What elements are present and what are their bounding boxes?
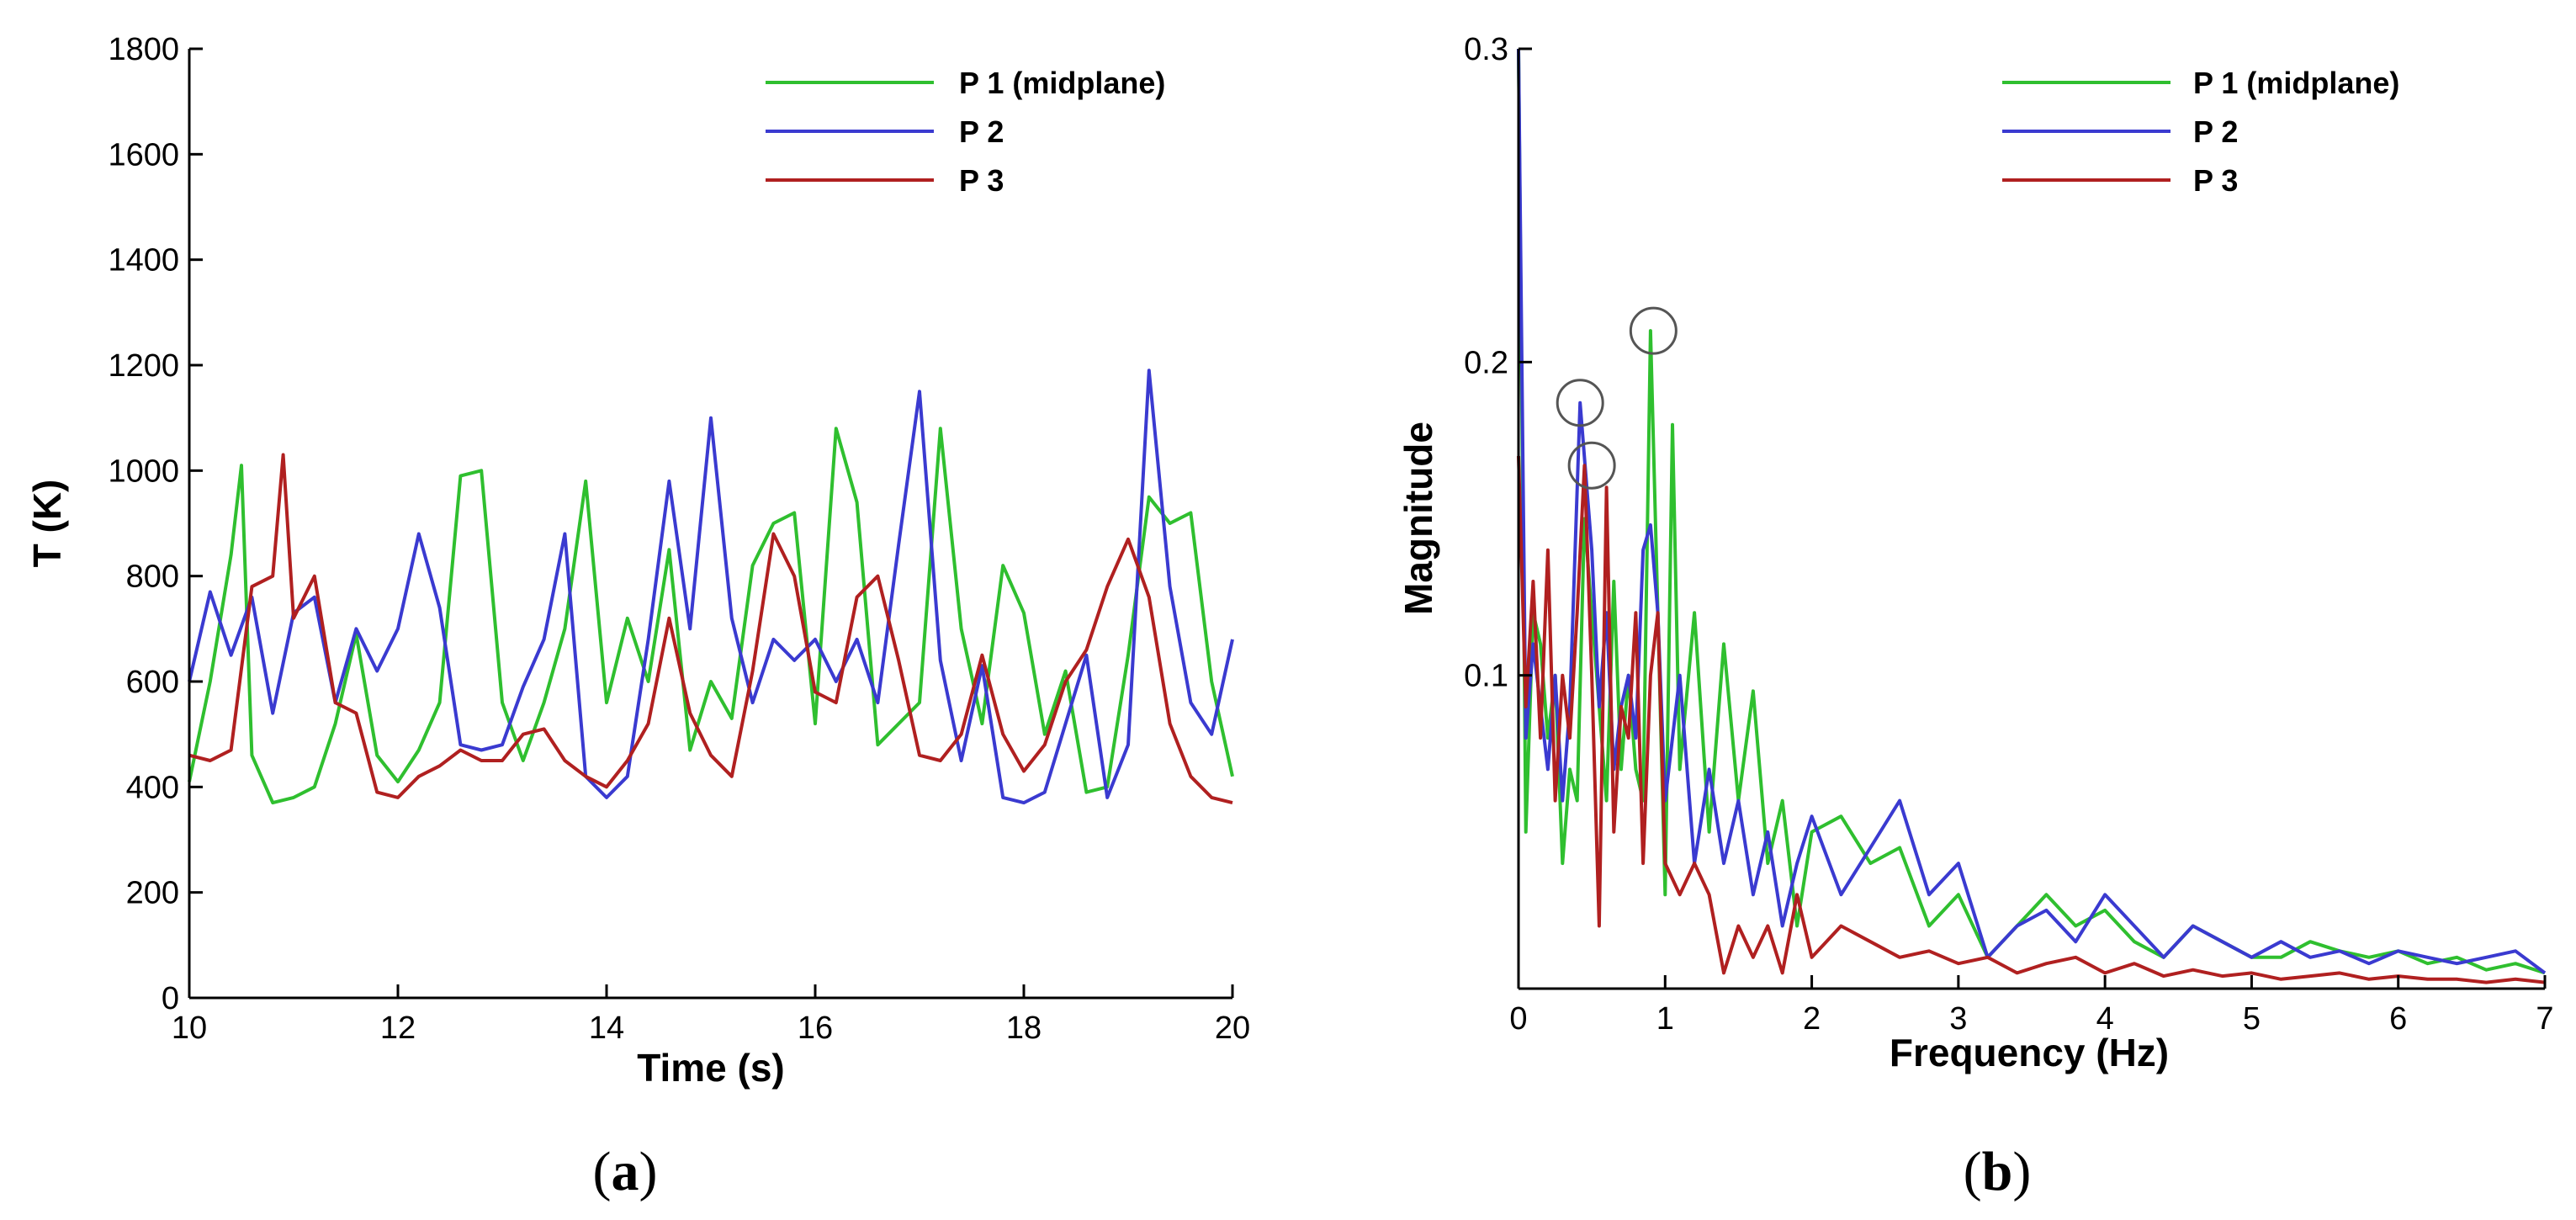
panel-b-annotations [1556, 306, 1678, 490]
panel-b-y-label: Magnitude [1397, 422, 1440, 615]
panel-a-legend-label-p3: P 3 [959, 163, 1004, 198]
panel-b-annotation-circle [1567, 441, 1616, 490]
panel-b-y-tick-label: 0.1 [1464, 659, 1508, 694]
caption-b: (b) [1964, 1141, 2032, 1202]
panel-a-series-line-3 [188, 453, 1233, 805]
panel-a-legend: P 1 (midplane) P 2 P 3 [766, 66, 1165, 198]
panel-a-legend-label-p2: P 2 [959, 114, 1004, 149]
panel-a-y-tick-label: 400 [126, 770, 179, 805]
panel-b-legend-label-p2: P 2 [2193, 114, 2238, 149]
panel-b-annotation-circle [1629, 306, 1678, 355]
panel-b-x-label: Frequency (Hz) [1890, 1031, 2169, 1074]
caption-b-letter: b [1982, 1141, 2013, 1202]
panel-a-legend-label-p1: P 1 (midplane) [959, 66, 1165, 100]
panel-b-x-tick-label: 2 [1803, 1001, 1821, 1037]
caption-a-letter: a [612, 1141, 639, 1202]
panel-a-x-tick-label: 20 [1215, 1010, 1250, 1046]
panel-a-y-tick-label: 800 [126, 560, 179, 595]
panel-a-x-tick-label: 18 [1006, 1010, 1042, 1046]
panel-b-x-tick-label: 3 [1949, 1001, 1967, 1037]
panel-a-series-line-1 [188, 427, 1234, 805]
panel-a-series-line-2 [188, 369, 1234, 805]
panel-a-y-label: T (K) [25, 480, 69, 568]
panel-b-series-line-3 [1517, 455, 2546, 984]
caption-a: (a) [593, 1141, 658, 1202]
panel-a-x-tick-label: 12 [380, 1010, 416, 1046]
panel-a-x-ticks: 10 12 14 16 18 20 [172, 984, 1250, 1046]
panel-b-legend: P 1 (midplane) P 2 P 3 [2002, 66, 2399, 198]
panel-b-legend-label-p1: P 1 (midplane) [2193, 66, 2399, 100]
panel-a-x-tick-label: 10 [172, 1010, 207, 1046]
panel-a-x-tick-label: 16 [798, 1010, 833, 1046]
panel-a-y-tick-label: 1400 [108, 243, 179, 278]
panel-b-annotation-circle [1556, 379, 1604, 427]
panel-b-y-ticks: 0.1 0.2 0.3 [1464, 32, 1532, 694]
panel-b-x-tick-label: 5 [2243, 1001, 2261, 1037]
panel-b-x-tick-label: 1 [1656, 1001, 1674, 1037]
panel-b-x-tick-label: 7 [2536, 1001, 2553, 1037]
panel-a-x-label: Time (s) [637, 1046, 785, 1090]
panel-b-chart: 0 1 2 3 4 5 6 7 0.1 0.2 0.3 Frequency (Hz) Magnit… [1397, 32, 2554, 1074]
panel-a-series-group [188, 369, 1234, 805]
panel-b-series-group [1517, 48, 2547, 984]
panel-a-y-tick-label: 200 [126, 876, 179, 911]
panel-b-y-tick-label: 0.3 [1464, 32, 1508, 67]
panel-a-chart: 10 12 14 16 18 20 0 200 400 600 800 1000 1200 1400 16… [25, 32, 1250, 1090]
panel-b-series-line-2 [1517, 48, 2547, 975]
panel-b-legend-label-p3: P 3 [2193, 163, 2238, 198]
panel-a-y-tick-label: 1800 [108, 32, 179, 67]
panel-b-series-line-1 [1517, 48, 2546, 975]
panel-a-y-tick-label: 1000 [108, 454, 179, 489]
panel-a-y-tick-label: 1200 [108, 348, 179, 384]
panel-b-x-tick-label: 4 [2096, 1001, 2114, 1037]
panel-a-x-tick-label: 14 [589, 1010, 624, 1046]
panel-b-x-tick-label: 0 [1509, 1001, 1527, 1037]
panel-b-x-ticks: 0 1 2 3 4 5 6 7 [1509, 975, 2554, 1037]
panel-a-y-tick-label: 600 [126, 665, 179, 700]
panel-a-y-ticks: 0 200 400 600 800 1000 1200 1400 1600 1800 [108, 32, 203, 1016]
panel-a-y-tick-label: 0 [162, 981, 179, 1016]
panel-b-y-tick-label: 0.2 [1464, 345, 1508, 380]
panel-a-y-tick-label: 1600 [108, 137, 179, 172]
panel-b-x-tick-label: 6 [2389, 1001, 2407, 1037]
